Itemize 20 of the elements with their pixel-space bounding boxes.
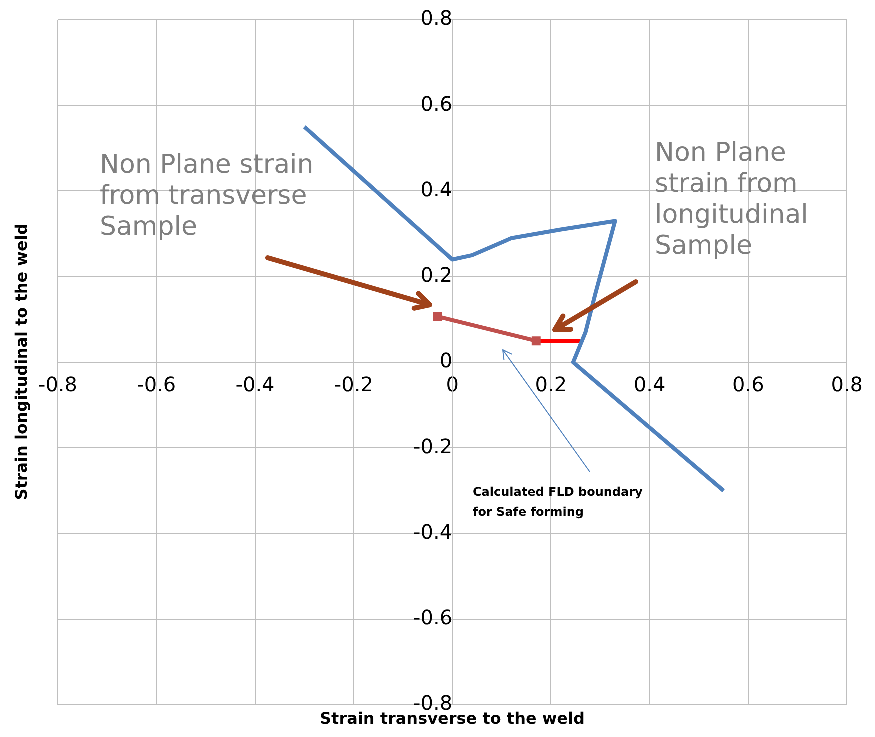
x-tick-label: 0.8 (831, 372, 864, 397)
y-axis-title: Strain longitudinal to the weld (12, 222, 32, 502)
x-tick-label: -0.4 (236, 372, 275, 397)
x-tick-label: 0.6 (732, 372, 764, 397)
x-tick-label: -0.6 (137, 372, 176, 397)
y-tick-label: -0.4 (414, 520, 453, 544)
y-tick-label: 0.6 (420, 92, 453, 116)
annotation: Non Plane strain from longitudinal Sample (655, 138, 810, 262)
y-tick-label: 0.8 (420, 6, 453, 30)
x-tick-label: -0.2 (334, 372, 374, 397)
y-tick-label: -0.6 (414, 606, 453, 630)
x-tick-label: -0.8 (38, 372, 78, 397)
y-tick-label: 0.2 (420, 263, 453, 288)
x-tick-label: 0.4 (634, 372, 666, 397)
y-tick-label: 0 (440, 348, 453, 373)
x-tick-label: 0.2 (535, 372, 568, 397)
annotation: Non Plane strain from transverse Sample (100, 150, 315, 243)
annotation: Calculated FLD boundary for Safe forming (473, 484, 644, 521)
y-tick-label: -0.2 (414, 434, 453, 458)
y-tick-label: 0.4 (420, 177, 453, 202)
